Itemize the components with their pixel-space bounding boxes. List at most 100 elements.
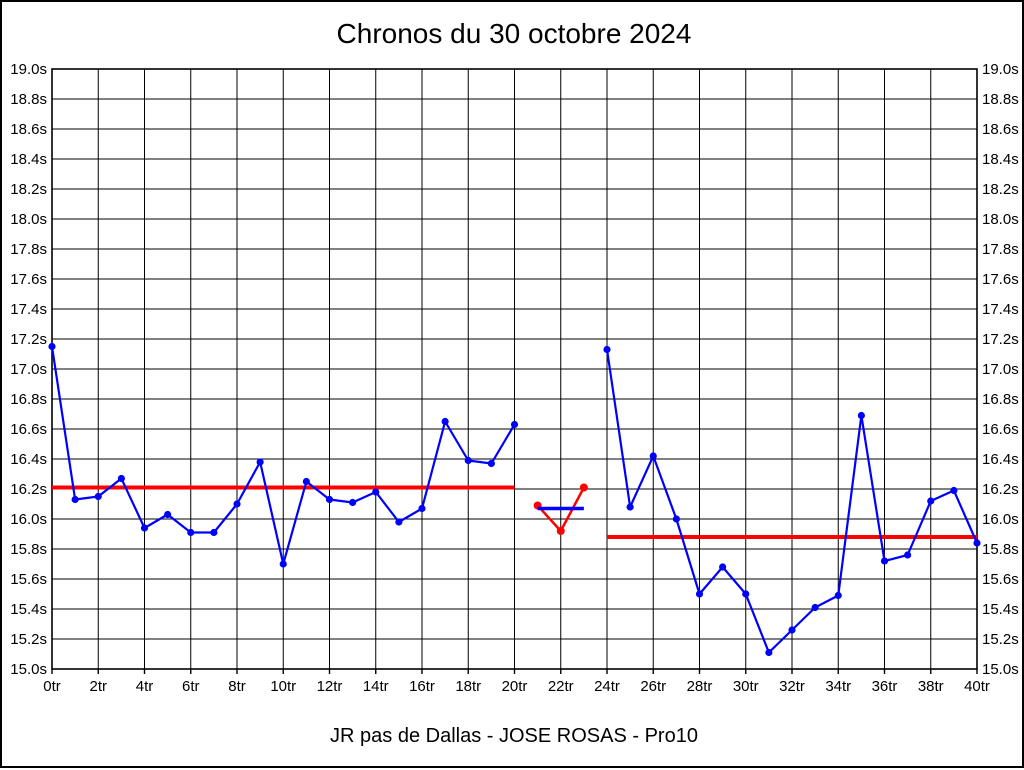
y-tick-label-right: 15.2s: [982, 631, 1019, 648]
y-tick-label-left: 19.0s: [10, 61, 47, 78]
y-tick-label-right: 15.6s: [982, 571, 1019, 588]
data-point: [140, 524, 149, 532]
y-tick-label-left: 16.0s: [10, 511, 47, 528]
y-tick-label-right: 15.8s: [982, 541, 1019, 558]
y-tick-label-left: 16.6s: [10, 421, 47, 438]
y-tick-label-left: 16.4s: [10, 451, 47, 468]
x-tick-label: 34tr: [825, 678, 851, 695]
y-tick-label-right: 16.6s: [982, 421, 1019, 438]
data-point: [233, 500, 241, 508]
y-tick-label-left: 15.6s: [10, 571, 47, 588]
data-point: [556, 527, 565, 535]
x-tick-label: 6tr: [182, 678, 200, 695]
data-point: [372, 488, 380, 496]
y-tick-label-right: 19.0s: [982, 61, 1019, 78]
y-tick-label-right: 16.4s: [982, 451, 1019, 468]
y-tick-label-left: 18.8s: [10, 91, 47, 108]
y-tick-label-left: 15.4s: [10, 601, 47, 618]
data-point: [48, 342, 56, 351]
data-point: [395, 518, 403, 526]
y-tick-label-right: 15.4s: [982, 601, 1019, 618]
x-tick-label: 36tr: [872, 678, 898, 695]
x-tick-label: 2tr: [89, 678, 107, 695]
x-tick-label: 12tr: [317, 678, 343, 695]
data-point: [788, 626, 796, 634]
x-tick-label: 8tr: [228, 678, 246, 695]
data-point: [811, 603, 819, 612]
data-point: [649, 452, 657, 460]
y-tick-label-left: 18.2s: [10, 181, 47, 198]
x-tick-label: 22tr: [548, 678, 574, 695]
data-point: [765, 648, 773, 657]
y-tick-label-right: 17.0s: [982, 361, 1019, 378]
data-point: [117, 474, 125, 483]
data-point: [973, 539, 981, 547]
y-tick-label-right: 17.4s: [982, 301, 1019, 318]
data-point: [325, 495, 334, 504]
y-tick-label-right: 17.2s: [982, 331, 1019, 348]
chart-subtitle: JR pas de Dallas - JOSE ROSAS - Pro10: [330, 725, 698, 747]
y-tick-label-left: 17.0s: [10, 361, 47, 378]
y-tick-label-right: 16.8s: [982, 391, 1019, 408]
data-point: [626, 503, 634, 511]
x-tick-label: 18tr: [455, 678, 481, 695]
chart-title: Chronos du 30 octobre 2024: [336, 18, 692, 49]
data-point: [719, 563, 727, 571]
y-tick-label-right: 16.2s: [982, 481, 1019, 498]
y-tick-label-right: 18.6s: [982, 121, 1019, 138]
y-tick-label-right: 17.6s: [982, 271, 1019, 288]
y-tick-label-left: 16.8s: [10, 391, 47, 408]
data-point: [672, 515, 680, 523]
y-tick-label-left: 15.0s: [10, 661, 47, 678]
y-tick-label-left: 16.2s: [10, 481, 47, 498]
y-tick-label-left: 17.6s: [10, 271, 47, 288]
x-tick-label: 24tr: [594, 678, 620, 695]
x-tick-label: 20tr: [502, 678, 528, 695]
x-tick-label: 14tr: [363, 678, 389, 695]
x-tick-label: 0tr: [43, 678, 61, 695]
data-point: [510, 420, 519, 429]
data-point: [880, 557, 889, 565]
y-tick-label-left: 18.0s: [10, 211, 47, 228]
x-tick-label: 16tr: [409, 678, 435, 695]
y-tick-label-left: 15.8s: [10, 541, 47, 558]
data-point: [579, 483, 588, 492]
data-point: [464, 456, 472, 465]
data-point: [904, 551, 912, 559]
data-point: [418, 504, 426, 513]
x-tick-label: 40tr: [964, 678, 990, 695]
data-point: [279, 560, 287, 568]
data-point: [441, 417, 449, 426]
y-tick-label-right: 15.0s: [982, 661, 1019, 678]
data-point: [94, 492, 102, 501]
y-tick-label-left: 15.2s: [10, 631, 47, 648]
x-tick-label: 32tr: [779, 678, 805, 695]
y-tick-label-right: 18.0s: [982, 211, 1019, 228]
y-tick-label-left: 17.4s: [10, 301, 47, 318]
data-point: [349, 498, 357, 507]
x-tick-label: 28tr: [687, 678, 713, 695]
x-tick-label: 10tr: [270, 678, 296, 695]
data-point: [256, 458, 264, 466]
data-point: [71, 495, 79, 504]
y-tick-label-right: 17.8s: [982, 241, 1019, 258]
y-tick-label-left: 18.6s: [10, 121, 47, 138]
y-tick-label-right: 18.8s: [982, 91, 1019, 108]
data-point: [950, 486, 958, 495]
x-tick-label: 26tr: [640, 678, 666, 695]
y-tick-label-left: 18.4s: [10, 151, 47, 168]
y-tick-label-right: 18.2s: [982, 181, 1019, 198]
y-tick-label-right: 16.0s: [982, 511, 1019, 528]
y-tick-label-left: 17.2s: [10, 331, 47, 348]
data-point: [695, 590, 704, 598]
y-tick-label-right: 18.4s: [982, 151, 1019, 168]
data-point: [210, 528, 218, 537]
data-point: [487, 459, 495, 468]
y-tick-label-left: 17.8s: [10, 241, 47, 258]
data-point: [742, 590, 750, 598]
data-point: [302, 477, 310, 486]
x-tick-label: 30tr: [733, 678, 759, 695]
data-point: [927, 497, 935, 505]
